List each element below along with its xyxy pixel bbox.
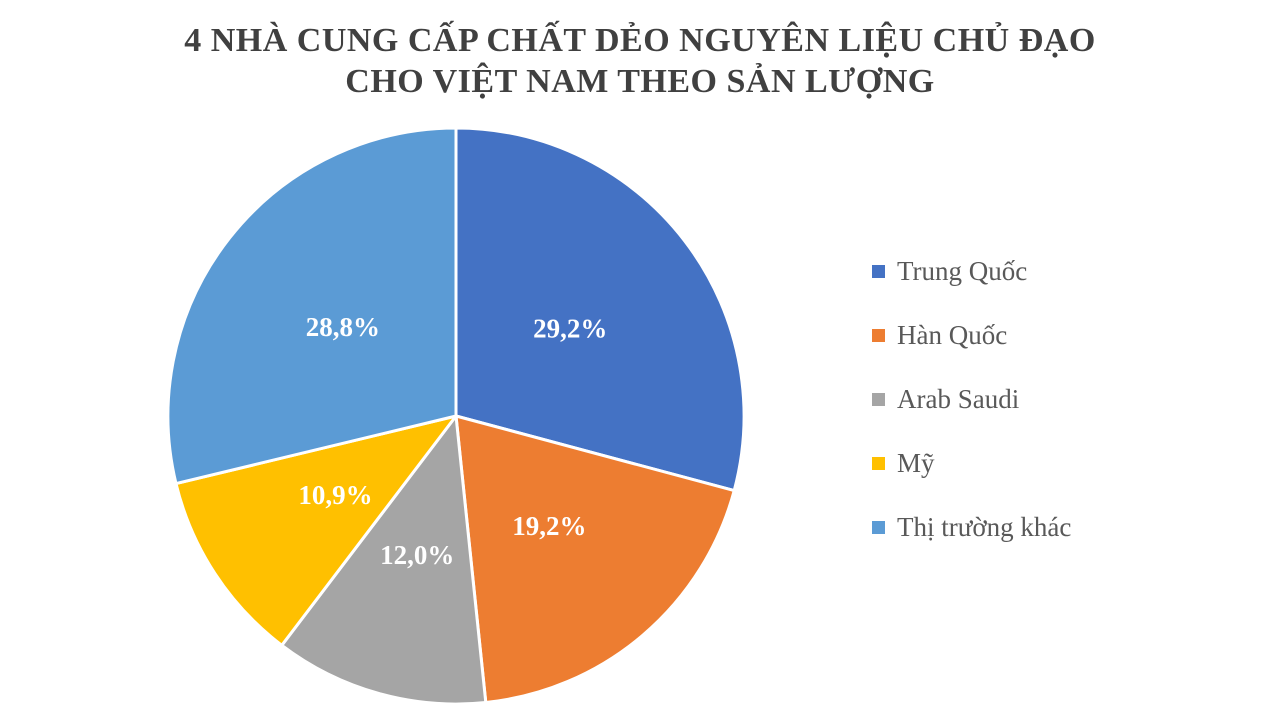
pie-slice-label-han-quoc: 19,2% xyxy=(512,511,586,541)
legend-item-trung-quoc: Trung Quốc xyxy=(872,256,1071,287)
legend-item-arab-saudi: Arab Saudi xyxy=(872,384,1071,415)
pie-slice-trung-quoc xyxy=(454,126,746,493)
pie-slice-thi-truong-khac xyxy=(166,126,458,486)
legend-swatch-trung-quoc xyxy=(872,265,885,278)
chart-title-line-1: 4 NHÀ CUNG CẤP CHẤT DẺO NGUYÊN LIỆU CHỦ … xyxy=(184,22,1096,59)
legend-swatch-thi-truong-khac xyxy=(872,521,885,534)
pie-slice-label-thi-truong-khac: 28,8% xyxy=(306,312,380,342)
legend-item-thi-truong-khac: Thị trường khác xyxy=(872,512,1071,543)
chart-title: 4 NHÀ CUNG CẤP CHẤT DẺO NGUYÊN LIỆU CHỦ … xyxy=(0,20,1280,102)
legend-label: Trung Quốc xyxy=(897,256,1028,286)
legend-swatch-my xyxy=(872,457,885,470)
chart-title-line-2: CHO VIỆT NAM THEO SẢN LƯỢNG xyxy=(345,63,935,100)
legend-label: Arab Saudi xyxy=(897,384,1020,414)
legend-label: Thị trường khác xyxy=(897,512,1072,542)
pie-slice-arab-saudi xyxy=(280,414,488,706)
legend-swatch-arab-saudi xyxy=(872,393,885,406)
pie-slice-label-trung-quoc: 29,2% xyxy=(533,314,607,344)
pie-slice-label-arab-saudi: 12,0% xyxy=(380,540,454,570)
legend-item-my: Mỹ xyxy=(872,448,1071,479)
pie-slice-my xyxy=(174,414,458,647)
legend-label: Hàn Quốc xyxy=(897,320,1008,350)
pie-slice-label-my: 10,9% xyxy=(298,480,372,510)
pie-slice-han-quoc xyxy=(454,414,736,704)
chart-legend: Trung Quốc Hàn Quốc Arab Saudi Mỹ Thị tr… xyxy=(872,256,1071,543)
legend-label: Mỹ xyxy=(897,448,935,478)
legend-item-han-quoc: Hàn Quốc xyxy=(872,320,1071,351)
legend-swatch-han-quoc xyxy=(872,329,885,342)
